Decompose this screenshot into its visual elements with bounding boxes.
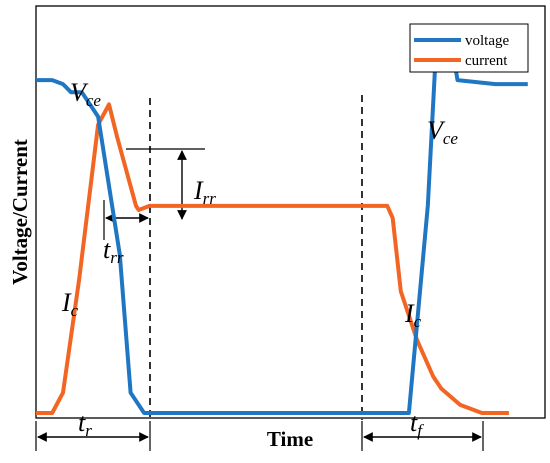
legend-label-voltage: voltage [465, 33, 509, 49]
series-group [36, 33, 528, 415]
plot-area-frame [35, 5, 546, 419]
vce-left-label: Vce [70, 78, 101, 110]
series-line-voltage [36, 33, 528, 415]
legend: voltage current [409, 23, 529, 73]
irr-label: Irr [193, 176, 216, 208]
y-axis-label: Voltage/Current [8, 139, 32, 285]
series-line-current [36, 102, 509, 415]
legend-label-current: current [465, 53, 508, 69]
legend-box [409, 23, 529, 73]
x-axis-label: Time [267, 427, 313, 451]
trr-label: trr [103, 235, 124, 267]
ic-right-label: Ic [404, 299, 422, 331]
vce-right-label: Vce [427, 116, 458, 148]
tf-label: tf [410, 408, 424, 440]
ic-left-label: Ic [61, 288, 79, 320]
tr-label: tr [78, 408, 92, 440]
